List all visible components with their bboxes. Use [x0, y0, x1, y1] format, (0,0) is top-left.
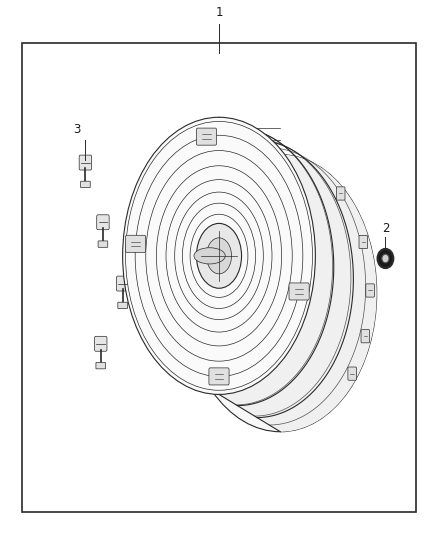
Ellipse shape — [123, 117, 315, 394]
FancyBboxPatch shape — [126, 235, 146, 252]
Polygon shape — [219, 117, 377, 432]
Bar — [22, 43, 416, 512]
FancyBboxPatch shape — [79, 155, 92, 170]
FancyBboxPatch shape — [117, 276, 129, 291]
FancyBboxPatch shape — [96, 362, 106, 369]
FancyBboxPatch shape — [98, 241, 108, 247]
Text: 3: 3 — [73, 123, 80, 136]
FancyBboxPatch shape — [361, 329, 370, 343]
FancyBboxPatch shape — [97, 215, 109, 230]
FancyBboxPatch shape — [366, 284, 374, 297]
FancyBboxPatch shape — [359, 236, 367, 248]
Ellipse shape — [206, 238, 232, 274]
Ellipse shape — [197, 223, 241, 288]
Text: 2: 2 — [381, 222, 389, 235]
FancyBboxPatch shape — [289, 283, 309, 300]
FancyBboxPatch shape — [95, 336, 107, 351]
FancyBboxPatch shape — [118, 302, 127, 309]
Circle shape — [382, 254, 389, 263]
Circle shape — [378, 249, 393, 268]
FancyBboxPatch shape — [81, 181, 90, 188]
FancyBboxPatch shape — [348, 367, 357, 380]
Ellipse shape — [184, 155, 377, 432]
FancyBboxPatch shape — [196, 128, 216, 145]
FancyBboxPatch shape — [209, 368, 229, 385]
Ellipse shape — [194, 248, 225, 264]
FancyBboxPatch shape — [336, 187, 345, 200]
Text: 1: 1 — [215, 6, 223, 19]
